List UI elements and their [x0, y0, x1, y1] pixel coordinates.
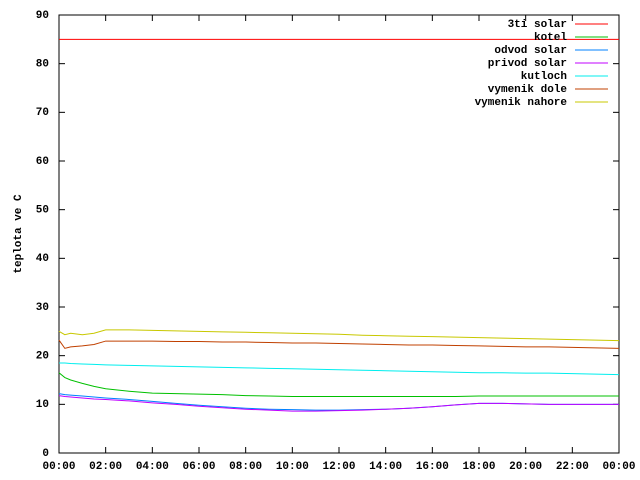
series-line: [58, 395, 619, 412]
y-tick-label: 10: [36, 399, 49, 411]
x-tick-label: 04:00: [136, 461, 169, 473]
legend-label: vymenik nahore: [475, 97, 568, 109]
x-tick-label: 00:00: [602, 461, 635, 473]
y-tick-label: 30: [36, 302, 49, 314]
legend-label: kotel: [534, 32, 567, 44]
y-tick-label: 50: [36, 205, 49, 217]
series-line: [58, 339, 620, 349]
y-tick-label: 80: [36, 59, 49, 71]
x-tick-label: 22:00: [556, 461, 589, 473]
legend-label: kutloch: [521, 71, 567, 83]
y-axis-label: teplota ve C: [13, 194, 25, 274]
x-tick-label: 08:00: [229, 461, 262, 473]
series-line: [59, 362, 620, 376]
y-tick-label: 40: [36, 253, 49, 265]
x-tick-label: 02:00: [89, 461, 122, 473]
x-tick-label: 18:00: [462, 461, 495, 473]
x-tick-label: 14:00: [369, 461, 402, 473]
x-tick-label: 16:00: [416, 461, 449, 473]
y-tick-label: 0: [42, 448, 49, 460]
series-line: [58, 372, 619, 398]
legend-label: vymenik dole: [488, 84, 568, 96]
y-tick-label: 70: [36, 107, 49, 119]
x-tick-label: 12:00: [322, 461, 355, 473]
x-tick-label: 10:00: [276, 461, 309, 473]
legend-label: privod solar: [488, 58, 567, 70]
y-tick-label: 90: [36, 10, 49, 22]
x-tick-label: 00:00: [42, 461, 75, 473]
y-tick-label: 60: [36, 156, 49, 168]
legend-label: 3ti solar: [508, 19, 567, 31]
x-tick-label: 06:00: [182, 461, 215, 473]
series-line: [58, 329, 620, 342]
y-tick-label: 20: [36, 351, 49, 363]
legend-label: odvod solar: [494, 45, 567, 57]
x-tick-label: 20:00: [509, 461, 542, 473]
